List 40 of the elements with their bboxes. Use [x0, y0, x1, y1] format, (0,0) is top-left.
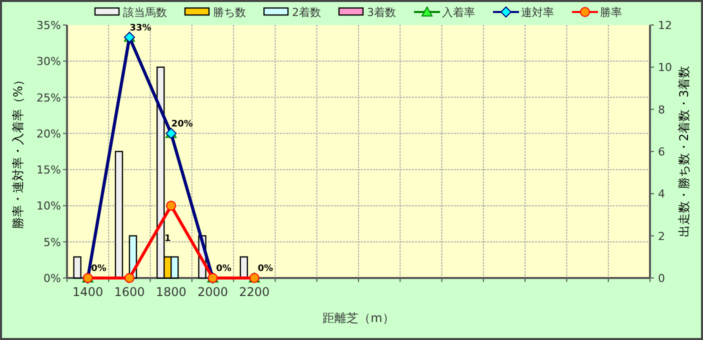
y-tick-label: 25%	[36, 91, 61, 104]
y-tick-label: 10%	[36, 200, 61, 213]
x-tick-label: 2000	[197, 285, 228, 299]
legend-label: 3着数	[367, 6, 396, 19]
x-tick-label: 1600	[114, 285, 145, 299]
bar	[73, 256, 82, 279]
data-label: 0%	[216, 264, 232, 274]
y-axis-title: 勝率・連対率・入着率（%）	[11, 74, 25, 230]
y-tick-label: 0%	[44, 272, 61, 285]
legend-label: 該当馬数	[123, 6, 167, 19]
legend-label: 連対率	[521, 6, 554, 19]
y-tick-label: 15%	[36, 164, 61, 177]
y2-tick-label: 6	[658, 146, 665, 158]
y-tick-label: 35%	[36, 19, 61, 32]
y-tick-label: 5%	[44, 236, 61, 249]
x-tick-label: 1800	[156, 285, 186, 299]
data-label: 0%	[258, 264, 274, 274]
bar	[156, 66, 165, 279]
legend-label: 勝率	[600, 6, 622, 19]
legend-label: 入着率	[442, 6, 475, 19]
y2-axis-title: 出走数・勝ち数・2着数・3着数	[677, 66, 691, 238]
legend-label: 2着数	[292, 6, 321, 19]
y2-tick-label: 10	[658, 61, 672, 74]
y2-tick-label: 12	[658, 19, 672, 32]
data-label: 33%	[130, 23, 152, 34]
x-tick-label: 1400	[72, 285, 104, 299]
x-tick-label: 2200	[239, 285, 270, 299]
data-label: 20%	[171, 119, 193, 130]
y2-tick-label: 0	[658, 272, 665, 285]
point	[124, 273, 134, 283]
legend-label: 勝ち数	[213, 6, 246, 19]
y2-tick-label: 2	[658, 230, 665, 243]
x-axis-title: 距離芝（m）	[322, 311, 394, 325]
y-tick-label: 20%	[36, 127, 61, 140]
point	[166, 200, 176, 211]
data-label: 0%	[91, 264, 106, 274]
data-label: 1	[164, 234, 171, 244]
y2-tick-label: 8	[658, 103, 665, 116]
y2-tick-label: 4	[658, 188, 665, 201]
y-tick-label: 30%	[36, 55, 61, 68]
